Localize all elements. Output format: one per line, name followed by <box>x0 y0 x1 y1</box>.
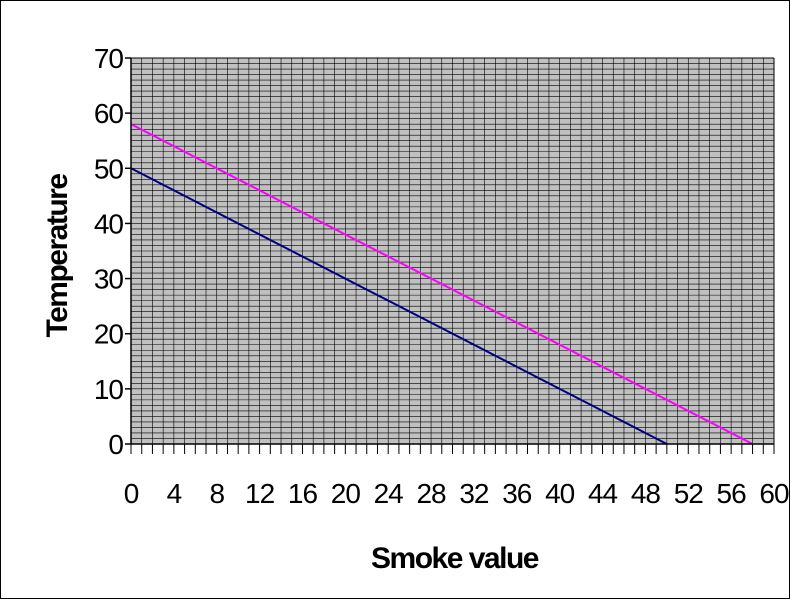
x-tick-label: 52 <box>674 478 704 509</box>
y-tick-label: 0 <box>108 429 123 460</box>
series-line-1 <box>130 167 668 445</box>
x-tick-label: 16 <box>288 478 318 509</box>
x-tick-label: 12 <box>245 478 275 509</box>
y-tick-label: 30 <box>94 264 124 295</box>
x-tick-label: 32 <box>459 478 489 509</box>
y-tick-label: 70 <box>94 43 124 74</box>
x-tick-label: 8 <box>209 478 224 509</box>
y-tick-label: 20 <box>94 319 124 350</box>
y-tick-label: 50 <box>94 153 124 184</box>
x-tick-label: 20 <box>331 478 361 509</box>
y-tick-label: 10 <box>94 374 124 405</box>
x-tick-label: 24 <box>374 478 404 509</box>
axes <box>125 57 775 454</box>
series-lines <box>130 123 754 445</box>
y-tick-labels: 0 10 20 30 40 50 60 70 <box>94 43 125 460</box>
y-tick-label: 60 <box>94 98 124 129</box>
series-line-2 <box>130 123 754 445</box>
x-tick-labels: 0 4 8 12 16 20 24 28 32 36 40 44 48 52 56 60 <box>124 478 789 509</box>
x-tick-label: 40 <box>545 478 575 509</box>
x-tick-label: 28 <box>416 478 446 509</box>
x-tick-label: 48 <box>631 478 661 509</box>
x-tick-label: 4 <box>167 478 182 509</box>
y-tick-label: 40 <box>94 208 124 239</box>
x-tick-label: 44 <box>588 478 618 509</box>
x-axis-title: Smoke value <box>371 542 539 575</box>
x-tick-label: 36 <box>502 478 532 509</box>
x-tick-label: 0 <box>124 478 139 509</box>
x-tick-label: 60 <box>759 478 789 509</box>
y-axis-title: Temperature <box>41 174 74 338</box>
grid-lines <box>130 57 775 445</box>
x-tick-label: 56 <box>717 478 747 509</box>
